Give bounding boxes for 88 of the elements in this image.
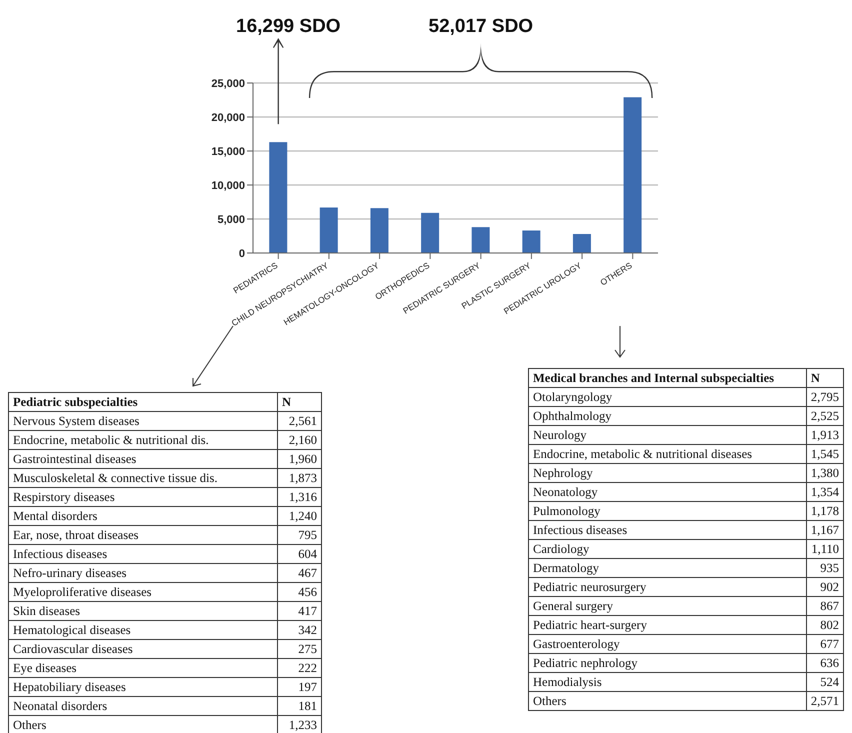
- bar: [472, 227, 490, 253]
- category-label: Others: [528, 692, 806, 710]
- data-label: 1,178: [806, 502, 844, 520]
- bar: [624, 97, 642, 253]
- data-label: 677: [806, 634, 844, 654]
- category-label: Dermatology: [528, 558, 806, 578]
- data-label: 2,525: [806, 406, 844, 426]
- y-tick-label: 10,000: [211, 180, 245, 192]
- data-label: 795: [278, 526, 322, 544]
- data-label: 2,571: [806, 692, 844, 710]
- category-label: Otolaryngology: [528, 388, 806, 406]
- y-tick-label: 25,000: [211, 78, 245, 90]
- text: 16,299 SDO: [236, 16, 341, 37]
- data-label: 2,561: [278, 412, 322, 430]
- category-label: Others: [8, 716, 278, 733]
- category-label: Cardiology: [528, 540, 806, 558]
- category-label: Neonatal disorders: [8, 696, 278, 716]
- category-label: Endocrine, metabolic & nutritional diseases: [528, 444, 806, 464]
- text: Pediatric subspecialties: [8, 392, 278, 412]
- data-label: 1,960: [278, 450, 322, 468]
- category-label: Eye diseases: [8, 658, 278, 678]
- category-label: Pediatric neurosurgery: [528, 578, 806, 596]
- category-label: Mental disorders: [8, 506, 278, 526]
- category-label: Nervous System diseases: [8, 412, 278, 430]
- data-label: 222: [278, 658, 322, 678]
- category-label: Pediatric nephrology: [528, 654, 806, 672]
- category-label: Infectious diseases: [528, 520, 806, 540]
- text: N: [806, 368, 844, 388]
- data-label: 636: [806, 654, 844, 672]
- data-label: 1,913: [806, 426, 844, 444]
- data-label: 1,316: [278, 488, 322, 506]
- data-label: 2,795: [806, 388, 844, 406]
- data-label: 604: [278, 544, 322, 564]
- data-label: 467: [278, 564, 322, 582]
- data-label: 1,110: [806, 540, 844, 558]
- data-label: 802: [806, 616, 844, 634]
- category-label: Endocrine, metabolic & nutritional dis.: [8, 430, 278, 450]
- category-label: Cardiovascular diseases: [8, 640, 278, 658]
- data-label: 197: [278, 678, 322, 696]
- category-label: Neonatology: [528, 482, 806, 502]
- category-label: Gastroenterology: [528, 634, 806, 654]
- data-label: 181: [278, 696, 322, 716]
- data-label: 342: [278, 620, 322, 640]
- data-label: 902: [806, 578, 844, 596]
- data-label: 524: [806, 672, 844, 692]
- category-label: Hepatobiliary diseases: [8, 678, 278, 696]
- data-label: 1,240: [278, 506, 322, 526]
- y-tick-label: 5,000: [217, 214, 245, 226]
- bar: [320, 207, 338, 253]
- category-label: Pediatric heart-surgery: [528, 616, 806, 634]
- bar: [522, 230, 540, 253]
- category-label: Hematological diseases: [8, 620, 278, 640]
- bar: [269, 142, 288, 253]
- bar: [370, 208, 388, 253]
- bar: [421, 212, 440, 253]
- category-label: Gastrointestinal diseases: [8, 450, 278, 468]
- category-label: Respirstory diseases: [8, 488, 278, 506]
- bar: [572, 234, 591, 253]
- data-label: 1,873: [278, 468, 322, 488]
- data-label: 1,167: [806, 520, 844, 540]
- category-label: Ophthalmology: [528, 406, 806, 426]
- data-label: 1,380: [806, 464, 844, 482]
- data-label: 275: [278, 640, 322, 658]
- y-tick-label: 0: [238, 248, 245, 260]
- category-label: General surgery: [528, 596, 806, 616]
- text: Medical branches and Internal subspecialties: [528, 368, 806, 388]
- category-label: Hemodialysis: [528, 672, 806, 692]
- y-tick-label: 15,000: [211, 146, 245, 158]
- category-label: Nefro-urinary diseases: [8, 564, 278, 582]
- category-label: Ear, nose, throat diseases: [8, 526, 278, 544]
- data-label: 417: [278, 602, 322, 620]
- category-label: Myeloproliferative diseases: [8, 582, 278, 602]
- category-label: Pulmonology: [528, 502, 806, 520]
- category-label: Skin diseases: [8, 602, 278, 620]
- text: 52,017 SDO: [428, 16, 534, 37]
- data-label: 456: [278, 582, 322, 602]
- data-label: 2,160: [278, 430, 322, 450]
- data-label: 935: [806, 558, 844, 578]
- data-label: 1,545: [806, 444, 844, 464]
- category-label: Nephrology: [528, 464, 806, 482]
- y-tick-label: 20,000: [211, 112, 245, 124]
- category-label: Musculoskeletal & connective tissue dis.: [8, 468, 278, 488]
- data-label: 867: [806, 596, 844, 616]
- category-label: Infectious diseases: [8, 544, 278, 564]
- data-label: 1,233: [278, 716, 322, 733]
- category-label: Neurology: [528, 426, 806, 444]
- data-label: 1,354: [806, 482, 844, 502]
- text: N: [278, 392, 322, 412]
